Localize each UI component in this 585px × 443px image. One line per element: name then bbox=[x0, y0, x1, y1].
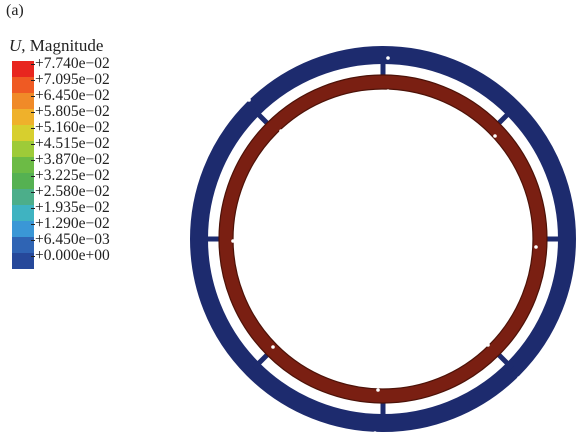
node-dot bbox=[517, 376, 521, 380]
node-markers bbox=[186, 56, 580, 435]
legend-swatch bbox=[12, 61, 34, 77]
legend-title: U, Magnitude bbox=[9, 36, 103, 56]
legend-swatch bbox=[12, 205, 34, 221]
legend-swatch bbox=[12, 237, 34, 253]
legend-label: +2.580e−02 bbox=[31, 183, 110, 200]
legend-swatch bbox=[12, 253, 34, 269]
legend-label: +1.290e−02 bbox=[31, 215, 110, 232]
legend-label: +3.870e−02 bbox=[31, 151, 110, 168]
legend-swatch bbox=[12, 221, 34, 237]
legend-label: +0.000e+00 bbox=[31, 247, 110, 264]
legend-swatch bbox=[12, 189, 34, 205]
legend-variable: U bbox=[9, 36, 22, 55]
node-dot bbox=[386, 89, 390, 93]
node-dot bbox=[241, 377, 245, 381]
legend-swatch bbox=[12, 77, 34, 93]
legend-label: +1.935e−02 bbox=[31, 199, 110, 216]
legend-swatch bbox=[12, 157, 34, 173]
legend-label: +7.095e−02 bbox=[31, 71, 110, 88]
node-dot bbox=[493, 134, 497, 138]
inner-ring-edge-outer bbox=[218, 74, 548, 404]
legend-label: +5.160e−02 bbox=[31, 119, 110, 136]
node-dot bbox=[525, 104, 529, 108]
spokes bbox=[201, 56, 565, 422]
node-dot bbox=[271, 345, 275, 349]
node-dot bbox=[231, 239, 235, 243]
legend-swatch bbox=[12, 109, 34, 125]
legend-label: +7.740e−02 bbox=[31, 55, 110, 72]
panel-label: (a) bbox=[6, 2, 24, 19]
node-dot bbox=[279, 129, 283, 133]
node-dot bbox=[386, 56, 390, 60]
node-dot bbox=[373, 431, 377, 435]
node-dot bbox=[376, 388, 380, 392]
legend-swatch bbox=[12, 173, 34, 189]
legend-label: +5.805e−02 bbox=[31, 103, 110, 120]
legend-swatch bbox=[12, 141, 34, 157]
legend-label: +4.515e−02 bbox=[31, 135, 110, 152]
inner-ring-edge-inner bbox=[232, 88, 534, 390]
legend-swatch bbox=[12, 125, 34, 141]
legend-swatch bbox=[12, 93, 34, 109]
node-dot bbox=[576, 240, 580, 244]
legend-label: +6.450e−02 bbox=[31, 87, 110, 104]
legend-title-text: , Magnitude bbox=[21, 36, 104, 55]
legend-label: +6.450e−03 bbox=[31, 231, 110, 248]
inner-ring bbox=[219, 75, 547, 403]
legend-label: +3.225e−02 bbox=[31, 167, 110, 184]
outer-ring bbox=[190, 46, 576, 432]
legend-labels: +7.740e−02 +7.095e−02 +6.450e−02 +5.805e… bbox=[31, 55, 110, 264]
node-dot bbox=[247, 98, 251, 102]
node-dot bbox=[534, 245, 538, 249]
node-dot bbox=[486, 343, 490, 347]
legend-color-bar bbox=[12, 61, 34, 269]
node-dot bbox=[186, 234, 190, 238]
